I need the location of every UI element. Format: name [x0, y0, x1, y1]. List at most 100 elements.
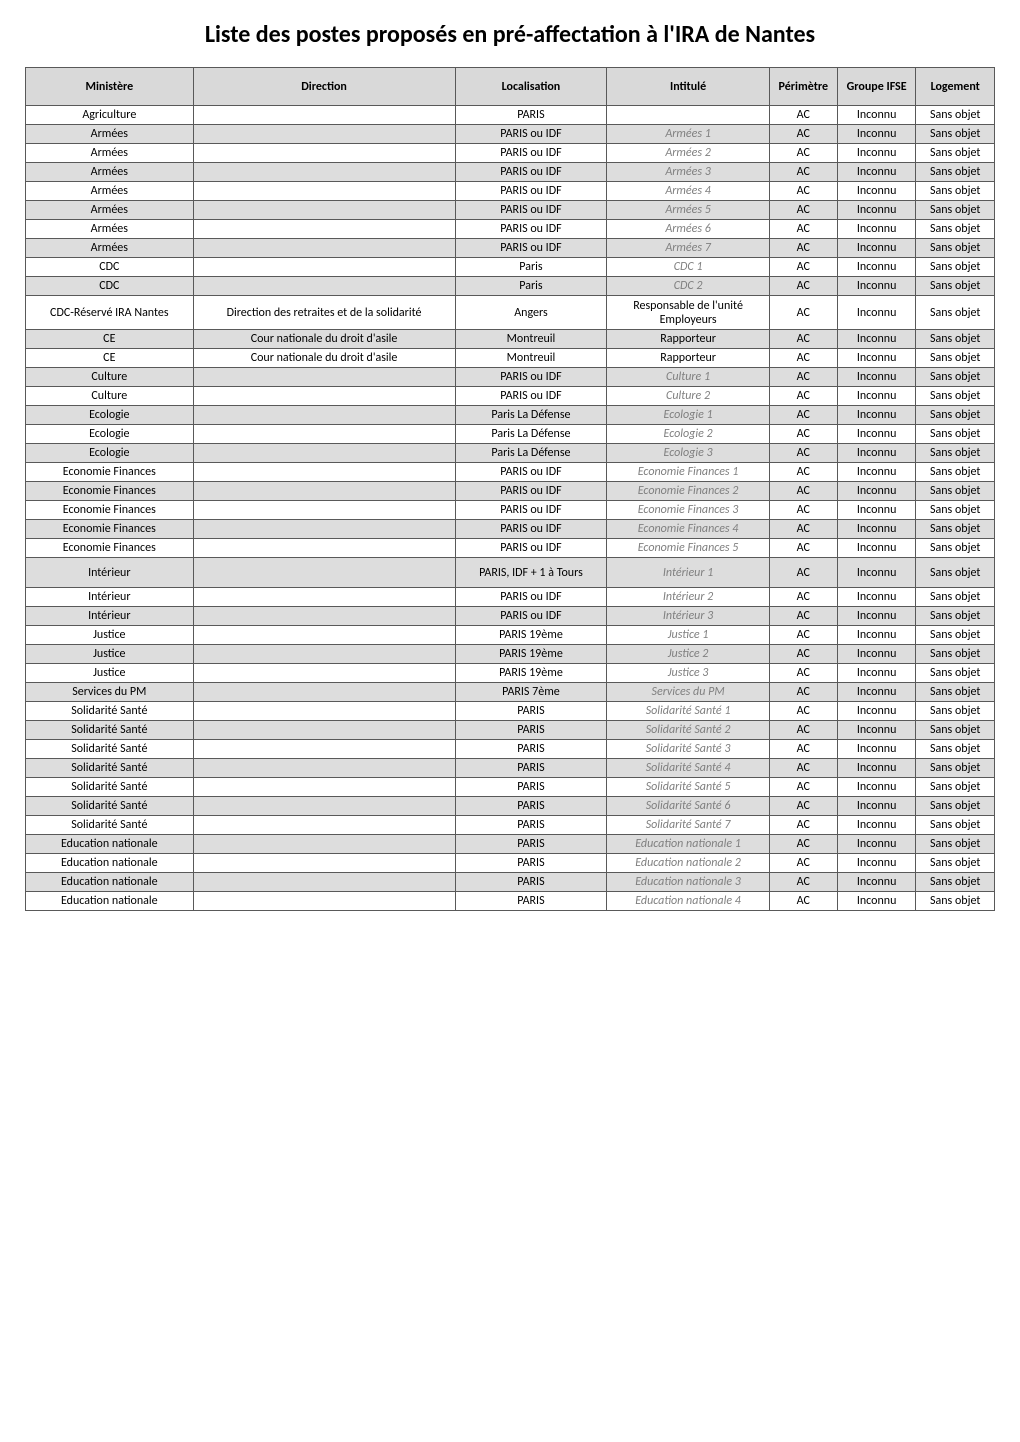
cell-intitule: Economie Finances 1	[607, 463, 769, 482]
cell-perimetre: AC	[769, 683, 837, 702]
cell-direction	[193, 463, 455, 482]
table-row: Solidarité SantéPARISSolidarité Santé 5A…	[26, 778, 995, 797]
cell-intitule: Solidarité Santé 2	[607, 721, 769, 740]
cell-ministere: Armées	[26, 182, 194, 201]
cell-direction	[193, 664, 455, 683]
cell-localisation: PARIS	[455, 106, 607, 125]
cell-groupe-ifse: Inconnu	[837, 626, 916, 645]
cell-perimetre: AC	[769, 759, 837, 778]
cell-groupe-ifse: Inconnu	[837, 520, 916, 539]
cell-groupe-ifse: Inconnu	[837, 558, 916, 588]
cell-perimetre: AC	[769, 501, 837, 520]
cell-direction	[193, 797, 455, 816]
cell-groupe-ifse: Inconnu	[837, 740, 916, 759]
table-row: EcologieParis La DéfenseEcologie 1ACInco…	[26, 406, 995, 425]
cell-groupe-ifse: Inconnu	[837, 816, 916, 835]
cell-localisation: Paris	[455, 277, 607, 296]
table-header-row: Ministère Direction Localisation Intitul…	[26, 68, 995, 106]
cell-direction	[193, 520, 455, 539]
cell-localisation: PARIS 7ème	[455, 683, 607, 702]
table-row: CDCParisCDC 2ACInconnuSans objet	[26, 277, 995, 296]
table-row: ArméesPARIS ou IDFArmées 7ACInconnuSans …	[26, 239, 995, 258]
cell-logement: Sans objet	[916, 296, 995, 330]
cell-logement: Sans objet	[916, 330, 995, 349]
cell-groupe-ifse: Inconnu	[837, 645, 916, 664]
cell-localisation: PARIS, IDF + 1 à Tours	[455, 558, 607, 588]
cell-logement: Sans objet	[916, 258, 995, 277]
cell-intitule: Justice 3	[607, 664, 769, 683]
cell-perimetre: AC	[769, 277, 837, 296]
cell-intitule: Economie Finances 2	[607, 482, 769, 501]
cell-direction: Direction des retraites et de la solidar…	[193, 296, 455, 330]
cell-direction	[193, 835, 455, 854]
cell-localisation: PARIS	[455, 873, 607, 892]
cell-logement: Sans objet	[916, 482, 995, 501]
table-row: Solidarité SantéPARISSolidarité Santé 1A…	[26, 702, 995, 721]
cell-perimetre: AC	[769, 588, 837, 607]
cell-ministere: Armées	[26, 239, 194, 258]
cell-groupe-ifse: Inconnu	[837, 296, 916, 330]
cell-perimetre: AC	[769, 463, 837, 482]
cell-intitule: Solidarité Santé 6	[607, 797, 769, 816]
cell-ministere: Justice	[26, 664, 194, 683]
cell-ministere: Culture	[26, 368, 194, 387]
cell-perimetre: AC	[769, 664, 837, 683]
cell-perimetre: AC	[769, 296, 837, 330]
cell-ministere: Solidarité Santé	[26, 721, 194, 740]
cell-localisation: Paris La Défense	[455, 444, 607, 463]
cell-direction	[193, 702, 455, 721]
cell-logement: Sans objet	[916, 144, 995, 163]
cell-groupe-ifse: Inconnu	[837, 501, 916, 520]
cell-perimetre: AC	[769, 425, 837, 444]
cell-groupe-ifse: Inconnu	[837, 125, 916, 144]
cell-groupe-ifse: Inconnu	[837, 664, 916, 683]
cell-localisation: PARIS ou IDF	[455, 144, 607, 163]
cell-perimetre: AC	[769, 406, 837, 425]
cell-perimetre: AC	[769, 349, 837, 368]
cell-logement: Sans objet	[916, 854, 995, 873]
cell-ministere: Armées	[26, 220, 194, 239]
cell-intitule: Education nationale 4	[607, 892, 769, 911]
cell-groupe-ifse: Inconnu	[837, 759, 916, 778]
cell-groupe-ifse: Inconnu	[837, 425, 916, 444]
cell-logement: Sans objet	[916, 277, 995, 296]
cell-ministere: CDC	[26, 277, 194, 296]
cell-localisation: Montreuil	[455, 330, 607, 349]
table-row: Economie FinancesPARIS ou IDFEconomie Fi…	[26, 520, 995, 539]
cell-logement: Sans objet	[916, 201, 995, 220]
cell-perimetre: AC	[769, 645, 837, 664]
table-row: IntérieurPARIS ou IDFIntérieur 3ACInconn…	[26, 607, 995, 626]
cell-ministere: Solidarité Santé	[26, 797, 194, 816]
cell-localisation: PARIS 19ème	[455, 664, 607, 683]
cell-logement: Sans objet	[916, 106, 995, 125]
cell-intitule: Ecologie 3	[607, 444, 769, 463]
cell-localisation: PARIS ou IDF	[455, 220, 607, 239]
table-row: Solidarité SantéPARISSolidarité Santé 4A…	[26, 759, 995, 778]
cell-localisation: PARIS	[455, 892, 607, 911]
cell-direction: Cour nationale du droit d'asile	[193, 330, 455, 349]
table-row: Economie FinancesPARIS ou IDFEconomie Fi…	[26, 482, 995, 501]
cell-direction	[193, 607, 455, 626]
cell-logement: Sans objet	[916, 182, 995, 201]
cell-perimetre: AC	[769, 778, 837, 797]
cell-ministere: Solidarité Santé	[26, 740, 194, 759]
cell-intitule: Economie Finances 4	[607, 520, 769, 539]
cell-localisation: Paris	[455, 258, 607, 277]
cell-logement: Sans objet	[916, 873, 995, 892]
cell-direction	[193, 645, 455, 664]
cell-direction	[193, 277, 455, 296]
cell-localisation: Montreuil	[455, 349, 607, 368]
cell-ministere: Economie Finances	[26, 539, 194, 558]
cell-ministere: Education nationale	[26, 835, 194, 854]
cell-perimetre: AC	[769, 125, 837, 144]
cell-localisation: PARIS ou IDF	[455, 239, 607, 258]
table-row: CDCParisCDC 1ACInconnuSans objet	[26, 258, 995, 277]
cell-ministere: Intérieur	[26, 607, 194, 626]
cell-ministere: CE	[26, 330, 194, 349]
cell-direction	[193, 125, 455, 144]
cell-groupe-ifse: Inconnu	[837, 797, 916, 816]
header-groupe-ifse: Groupe IFSE	[837, 68, 916, 106]
cell-localisation: PARIS	[455, 702, 607, 721]
cell-localisation: PARIS 19ème	[455, 645, 607, 664]
cell-ministere: Education nationale	[26, 873, 194, 892]
